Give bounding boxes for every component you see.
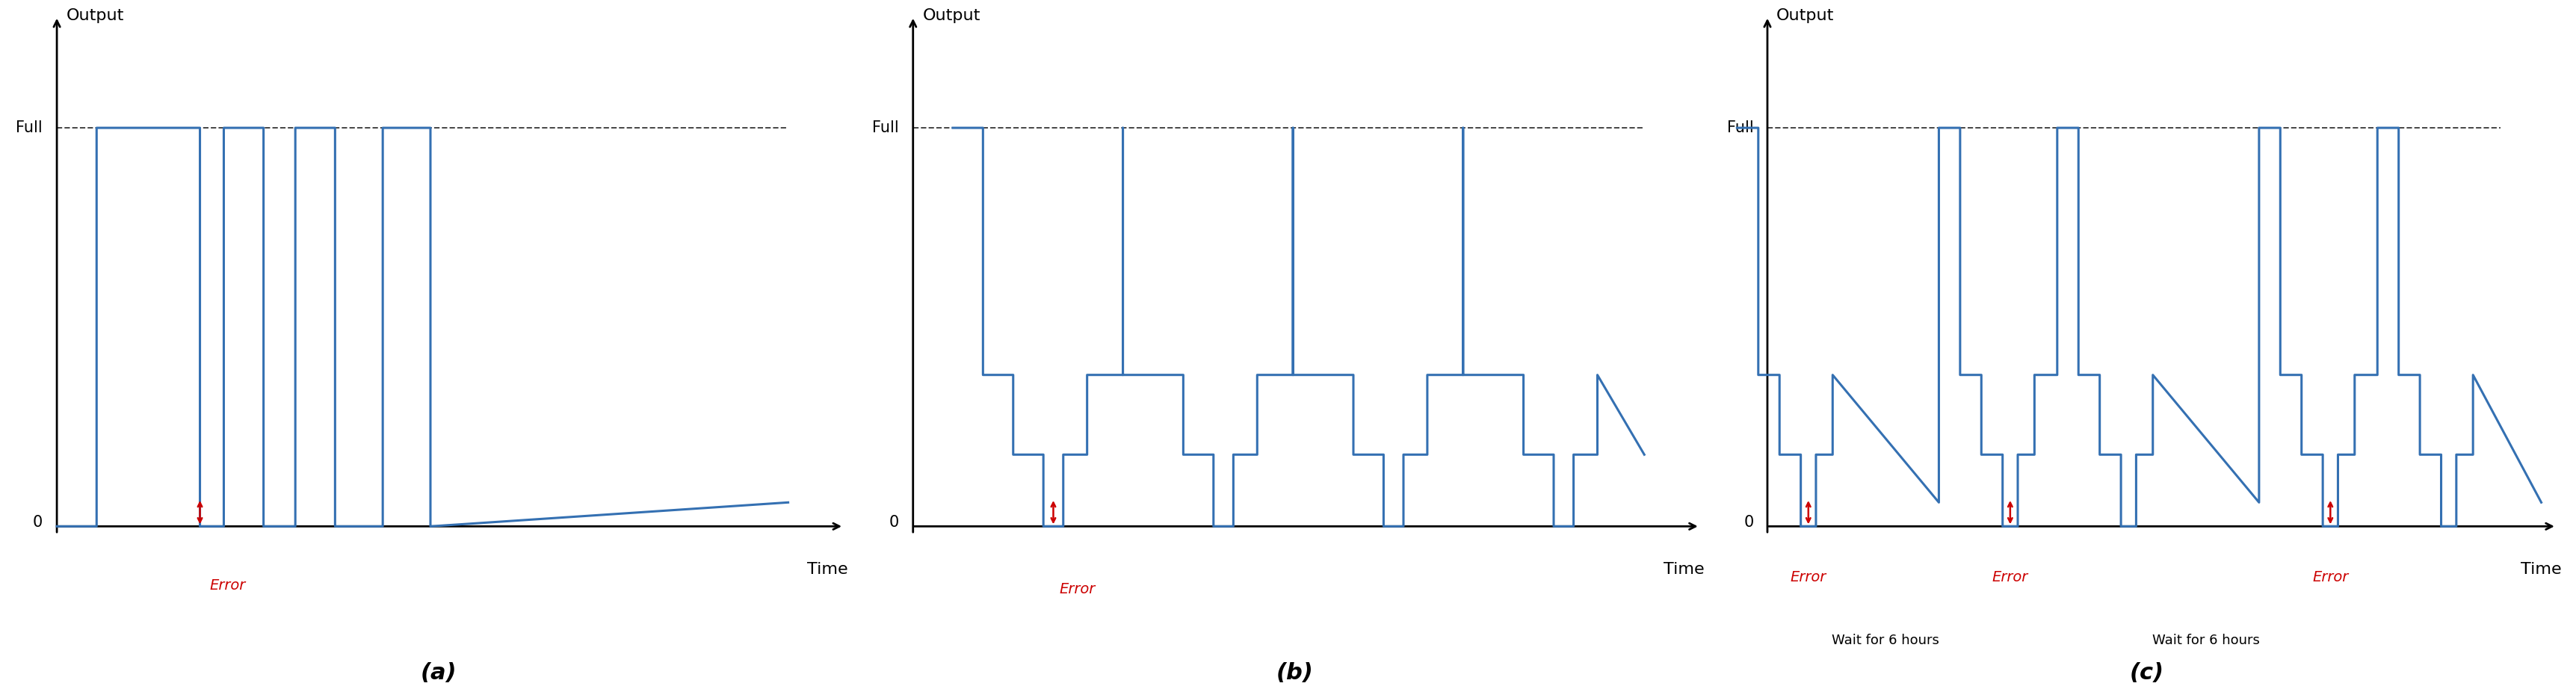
- Text: Output: Output: [922, 8, 979, 23]
- Text: Time: Time: [1664, 562, 1703, 577]
- Text: Wait for 6 hours: Wait for 6 hours: [2151, 634, 2259, 647]
- Text: Output: Output: [1775, 8, 1834, 23]
- Text: Full: Full: [871, 120, 899, 136]
- Text: Output: Output: [67, 8, 124, 23]
- Text: Wait for 6 hours: Wait for 6 hours: [1832, 634, 1940, 647]
- Text: 0: 0: [889, 515, 899, 530]
- Text: Full: Full: [1726, 120, 1754, 136]
- Text: (a): (a): [420, 662, 456, 683]
- Text: Full: Full: [15, 120, 44, 136]
- Text: 0: 0: [1744, 515, 1754, 530]
- Text: Time: Time: [806, 562, 848, 577]
- Text: Error: Error: [209, 578, 245, 592]
- Text: Error: Error: [1991, 570, 2027, 584]
- Text: (b): (b): [1275, 662, 1314, 683]
- Text: 0: 0: [33, 515, 44, 530]
- Text: Error: Error: [2311, 570, 2347, 584]
- Text: Error: Error: [1059, 582, 1095, 596]
- Text: (c): (c): [2128, 662, 2164, 683]
- Text: Error: Error: [1790, 570, 1826, 584]
- Text: Time: Time: [2519, 562, 2561, 577]
